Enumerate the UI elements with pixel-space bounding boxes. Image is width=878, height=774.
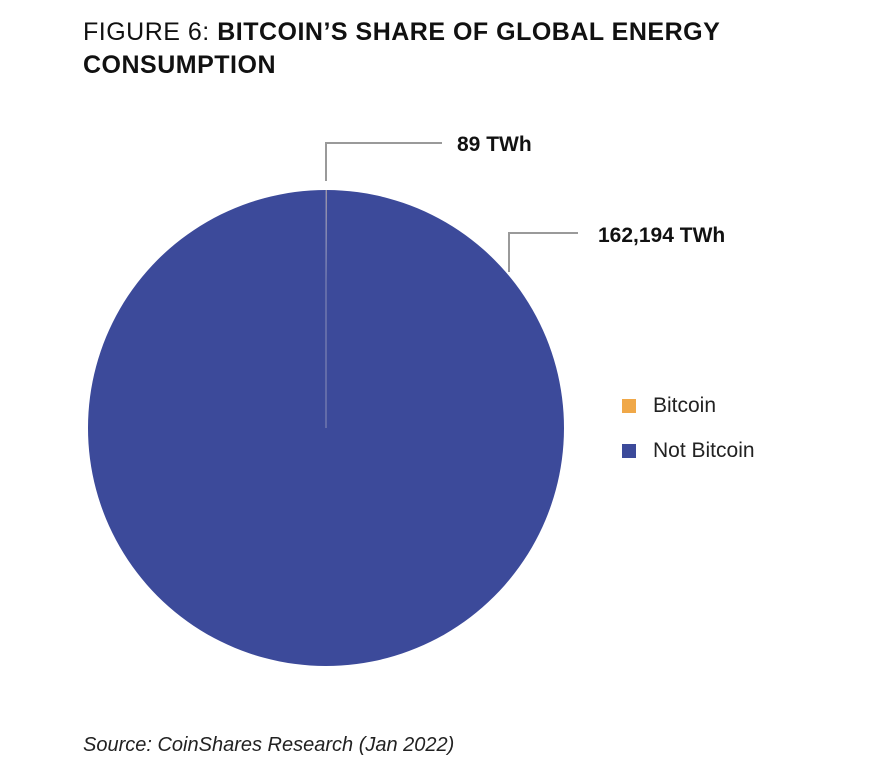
figure-number: FIGURE 6: (83, 18, 218, 46)
figure-title: BITCOIN’S SHARE OF GLOBAL ENERGY CONSUMP… (83, 18, 720, 79)
leader-line-bitcoin (325, 142, 442, 181)
legend: Bitcoin Not Bitcoin (622, 394, 755, 484)
legend-label-not-bitcoin: Not Bitcoin (653, 439, 755, 462)
legend-label-bitcoin: Bitcoin (653, 394, 717, 417)
leader-line-not-bitcoin (508, 232, 578, 272)
data-label-bitcoin: 89 TWh (457, 133, 532, 156)
legend-swatch-bitcoin (622, 399, 636, 413)
chart-title: FIGURE 6: BITCOIN’S SHARE OF GLOBAL ENER… (83, 16, 783, 82)
legend-swatch-not-bitcoin (622, 444, 636, 458)
source-note: Source: CoinShares Research (Jan 2022) (83, 734, 455, 756)
legend-item-not-bitcoin: Not Bitcoin (622, 439, 755, 463)
legend-item-bitcoin: Bitcoin (622, 394, 755, 418)
data-label-not-bitcoin: 162,194 TWh (598, 224, 725, 247)
